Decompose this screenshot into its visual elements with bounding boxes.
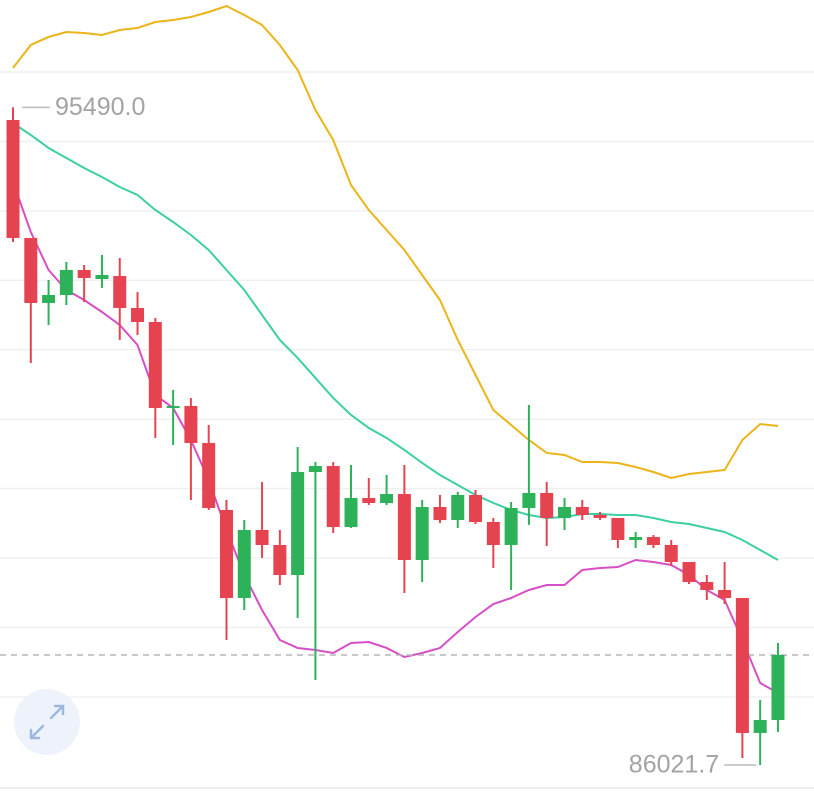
annotations: 95490.0 86021.7 <box>22 93 757 779</box>
candle-body <box>522 492 536 508</box>
candle-body <box>700 582 714 590</box>
band-line <box>12 4 779 480</box>
candle-body <box>540 492 554 518</box>
candle-body <box>202 442 216 508</box>
candle-body <box>451 494 465 520</box>
candle-body <box>380 494 394 503</box>
candle-body <box>131 307 145 322</box>
candle-body <box>219 509 233 598</box>
candle-body <box>664 544 678 562</box>
candle-body <box>326 466 340 527</box>
candle-body <box>735 597 749 733</box>
candle-body <box>557 507 571 518</box>
expand-button-bg[interactable] <box>14 689 80 755</box>
candle-body <box>344 497 358 527</box>
candle-body <box>255 529 269 545</box>
candle-body <box>433 507 447 520</box>
candle-body <box>718 589 732 598</box>
candle-body <box>6 119 20 238</box>
candles <box>6 107 785 765</box>
candle-body <box>113 276 127 308</box>
candle-body <box>166 406 180 408</box>
candle-body <box>575 507 589 515</box>
candle-body <box>486 522 500 545</box>
price-note: 95490.0 <box>55 93 145 121</box>
candle-body <box>753 719 767 733</box>
candle-body <box>24 237 38 303</box>
candle-body <box>593 514 607 518</box>
candle-body <box>415 507 429 560</box>
candle-body <box>362 497 376 503</box>
expand-button[interactable] <box>14 689 80 755</box>
candle-body <box>184 406 198 443</box>
candle-body <box>59 269 73 295</box>
band-line <box>12 181 779 694</box>
bands <box>0 4 814 694</box>
candle-body <box>629 537 643 540</box>
candle-body <box>504 507 518 545</box>
candle-body <box>611 517 625 540</box>
expand-icon[interactable] <box>29 704 65 740</box>
band-line <box>12 122 779 561</box>
price-note: 86021.7 <box>629 751 719 779</box>
candle-body <box>273 544 287 575</box>
candle-body <box>397 494 411 560</box>
candle-body <box>95 274 109 280</box>
candle-body <box>646 537 660 545</box>
candle-body <box>771 654 785 720</box>
candle-body <box>77 269 91 278</box>
candle-body <box>308 466 322 472</box>
candle-body <box>237 529 251 598</box>
candle-body <box>469 494 483 522</box>
candle-body <box>682 562 696 582</box>
grid <box>0 71 814 698</box>
candle-body <box>42 294 56 303</box>
candle-body <box>148 322 162 408</box>
candle-body <box>291 472 305 575</box>
